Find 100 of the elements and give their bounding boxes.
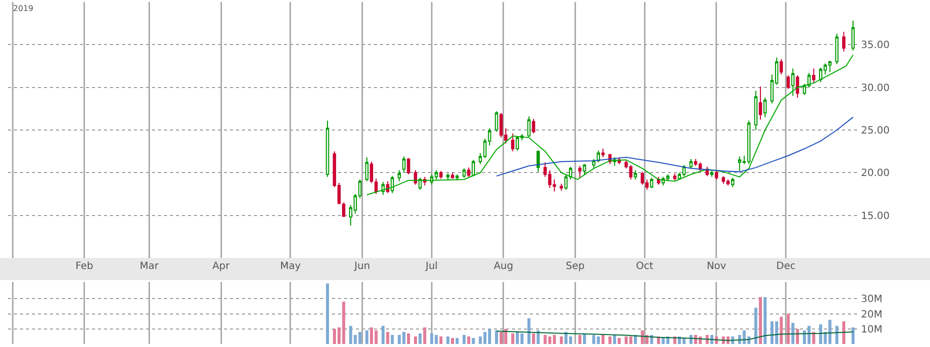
bar bbox=[414, 336, 417, 344]
bar bbox=[527, 318, 530, 344]
bar bbox=[430, 333, 434, 344]
candlestick bbox=[710, 170, 714, 178]
bar bbox=[770, 321, 774, 344]
candlestick bbox=[796, 74, 800, 98]
x-tick-label: Oct bbox=[636, 261, 654, 272]
y-tick-label: 30.00 bbox=[861, 82, 890, 94]
candlestick bbox=[722, 176, 726, 184]
bar bbox=[780, 316, 783, 344]
x-tick-label: Dec bbox=[776, 261, 796, 272]
x-tick-label: Feb bbox=[76, 261, 94, 272]
bar bbox=[532, 333, 536, 344]
candlestick bbox=[714, 170, 718, 180]
bar bbox=[520, 333, 524, 344]
bar bbox=[462, 334, 466, 344]
x-tick-label: Jun bbox=[353, 261, 370, 272]
bar bbox=[434, 334, 438, 344]
y-tick-label: 20.00 bbox=[861, 168, 890, 180]
bar bbox=[754, 308, 758, 344]
x-tick-label: Aug bbox=[494, 261, 514, 272]
bar bbox=[578, 334, 582, 344]
bar bbox=[358, 332, 362, 344]
bar bbox=[467, 336, 470, 344]
x-tick-label: Sep bbox=[566, 261, 585, 272]
candlestick bbox=[402, 156, 406, 174]
bar bbox=[835, 326, 838, 344]
candlestick bbox=[731, 177, 734, 188]
bar bbox=[536, 330, 540, 344]
candlestick bbox=[786, 74, 790, 90]
bar bbox=[472, 338, 475, 344]
candlestick bbox=[689, 158, 693, 169]
candlestick bbox=[763, 97, 767, 118]
bar bbox=[613, 334, 616, 344]
candlestick bbox=[370, 161, 374, 184]
bar bbox=[812, 332, 816, 344]
candlestick bbox=[582, 164, 586, 175]
bar bbox=[624, 336, 628, 344]
bar bbox=[446, 336, 450, 344]
line-series bbox=[496, 116, 854, 177]
bar bbox=[786, 314, 790, 344]
candlestick bbox=[374, 178, 378, 194]
x-tick-label: Apr bbox=[212, 261, 231, 272]
candlestick bbox=[791, 68, 794, 96]
candlestick bbox=[650, 177, 654, 189]
bar bbox=[451, 338, 454, 344]
candlestick bbox=[472, 159, 475, 177]
bar bbox=[596, 336, 600, 344]
candlestick bbox=[536, 150, 540, 172]
bar bbox=[326, 284, 329, 344]
bar bbox=[456, 338, 459, 344]
candlestick bbox=[780, 58, 783, 76]
candlestick bbox=[390, 176, 394, 194]
bar bbox=[511, 333, 514, 344]
candlestick bbox=[439, 170, 443, 180]
bar bbox=[629, 336, 632, 344]
candlestick bbox=[726, 178, 730, 186]
bar bbox=[423, 327, 426, 344]
bar bbox=[382, 326, 385, 344]
candlestick bbox=[835, 33, 838, 65]
bar bbox=[418, 333, 422, 344]
bar bbox=[662, 338, 665, 344]
candlestick bbox=[494, 110, 498, 132]
y-tick-label: 20M bbox=[861, 309, 882, 320]
bar bbox=[796, 328, 799, 344]
bar bbox=[560, 336, 563, 344]
annotation: 2019 bbox=[13, 4, 34, 13]
candlestick bbox=[446, 173, 450, 180]
x-tick-label: Jul bbox=[424, 261, 438, 272]
line-series bbox=[496, 330, 854, 342]
bar bbox=[791, 322, 794, 344]
candlestick bbox=[406, 158, 410, 175]
candlestick bbox=[467, 167, 470, 178]
y-tick-label: 15.00 bbox=[861, 210, 890, 222]
candlestick bbox=[592, 158, 596, 169]
candlestick bbox=[326, 120, 330, 178]
candlestick bbox=[673, 173, 676, 181]
candlestick bbox=[365, 156, 368, 182]
bar bbox=[618, 338, 621, 344]
bar bbox=[552, 334, 556, 344]
bar bbox=[386, 332, 390, 344]
bar bbox=[842, 321, 846, 344]
line-series bbox=[366, 54, 854, 196]
bar bbox=[602, 334, 605, 344]
x-tick-label: May bbox=[280, 261, 301, 272]
candlestick bbox=[527, 116, 531, 138]
y-tick-label: 30M bbox=[861, 294, 882, 306]
bar bbox=[608, 336, 612, 344]
candlestick bbox=[754, 90, 758, 130]
bar bbox=[500, 332, 503, 344]
y-tick-label: 10M bbox=[861, 324, 882, 336]
bar bbox=[495, 330, 498, 344]
bar bbox=[504, 328, 508, 344]
bar bbox=[819, 324, 822, 344]
bar bbox=[544, 334, 547, 344]
candlestick bbox=[758, 86, 762, 120]
x-tick-label: Mar bbox=[140, 261, 160, 272]
candlestick bbox=[601, 148, 605, 158]
bar bbox=[764, 297, 767, 344]
bar bbox=[852, 327, 855, 344]
